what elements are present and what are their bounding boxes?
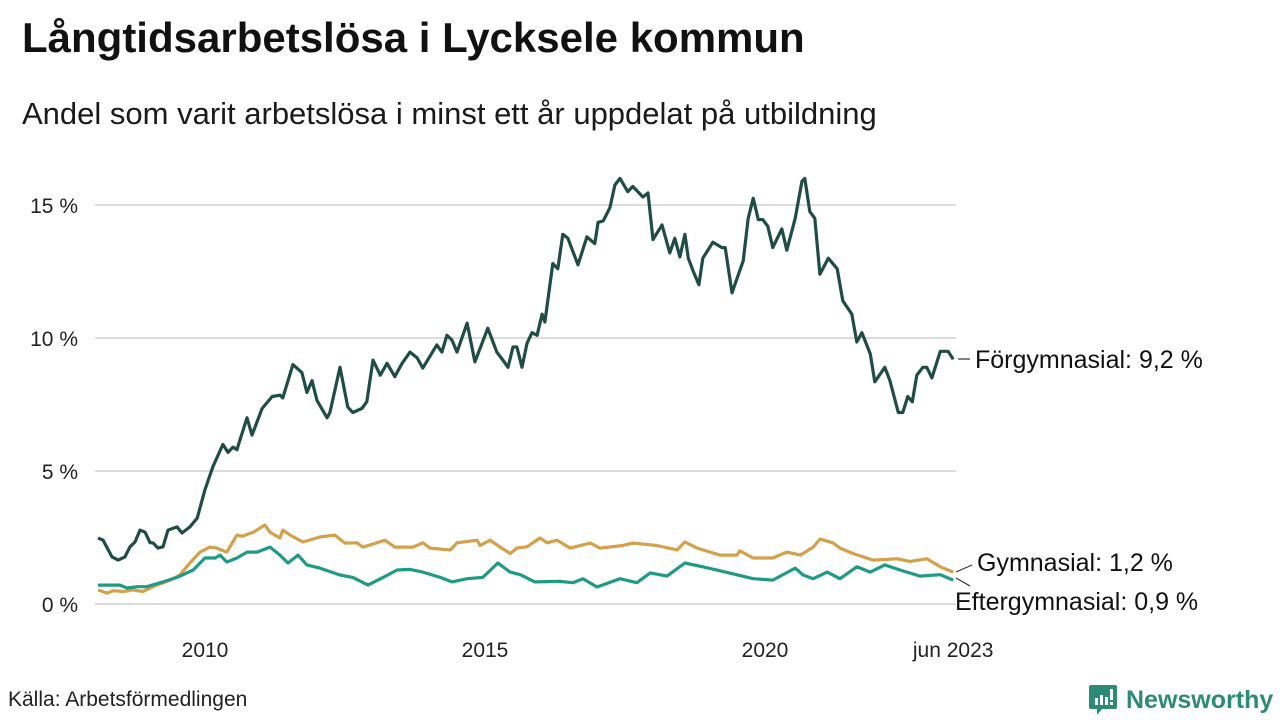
logo-text: Newsworthy [1126, 685, 1274, 714]
y-tick-label: 15 % [30, 195, 78, 218]
series-line-förgymnasial [97, 176, 955, 562]
x-axis-ticks: 2010 2015 2020 jun 2023 [182, 639, 994, 662]
x-tick-label: 2020 [742, 639, 789, 662]
y-tick-label: 5 % [42, 461, 78, 484]
y-tick-label: 0 % [42, 594, 78, 617]
chart-title: Långtidsarbetslösa i Lycksele kommun [22, 14, 805, 61]
y-tick-label: 10 % [30, 328, 78, 351]
end-label-eftergymnasial: Eftergymnasial: 0,9 % [955, 588, 1198, 616]
newsworthy-logo-icon [1089, 685, 1117, 715]
end-label-gymnasial: Gymnasial: 1,2 % [977, 549, 1173, 577]
x-tick-label: 2015 [462, 639, 509, 662]
series-line-gymnasial [97, 523, 954, 595]
source-note: Källa: Arbetsförmedlingen [8, 688, 248, 711]
series-lines [97, 176, 955, 595]
newsworthy-logo: Newsworthy [1088, 683, 1273, 717]
series-line-eftergymnasial [98, 545, 954, 590]
chart-subtitle: Andel som varit arbetslösa i minst ett å… [22, 96, 877, 131]
y-axis-ticks: 0 % 5 % 10 % 15 % [30, 195, 78, 617]
label-leader-line [955, 577, 971, 587]
gridlines [95, 204, 956, 605]
label-leader-line [955, 564, 973, 573]
x-tick-label: 2010 [182, 639, 229, 662]
end-label-förgymnasial: Förgymnasial: 9,2 % [975, 346, 1203, 374]
x-tick-label: jun 2023 [912, 639, 994, 662]
end-labels: Förgymnasial: 9,2 % Gymnasial: 1,2 % Efter… [955, 346, 1203, 616]
